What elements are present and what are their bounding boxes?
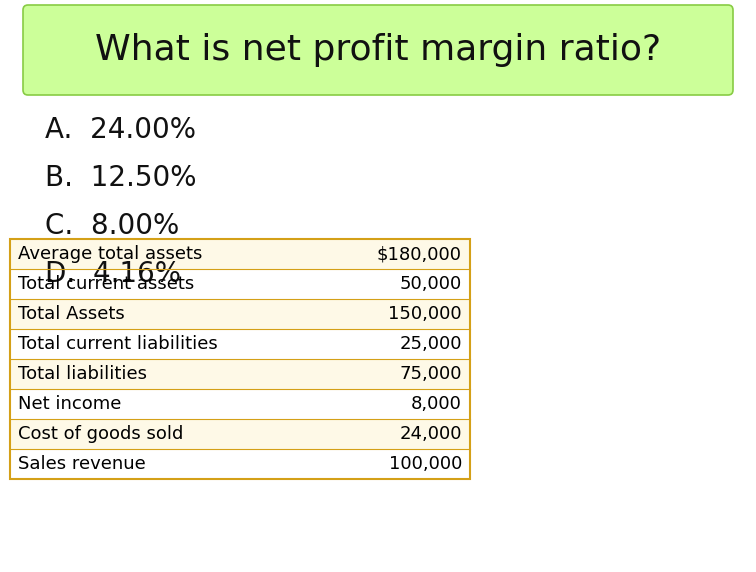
Text: D.  4.16%: D. 4.16% bbox=[45, 260, 181, 288]
Text: B.  12.50%: B. 12.50% bbox=[45, 164, 197, 192]
Text: 100,000: 100,000 bbox=[389, 455, 462, 473]
Text: C.  8.00%: C. 8.00% bbox=[45, 212, 179, 240]
Text: Total current assets: Total current assets bbox=[18, 275, 194, 293]
Text: $180,000: $180,000 bbox=[377, 245, 462, 263]
Text: What is net profit margin ratio?: What is net profit margin ratio? bbox=[95, 33, 661, 67]
Text: 150,000: 150,000 bbox=[389, 305, 462, 323]
Bar bbox=[10, 449, 470, 479]
Text: Total Assets: Total Assets bbox=[18, 305, 125, 323]
Bar bbox=[10, 329, 470, 359]
Text: 24,000: 24,000 bbox=[399, 425, 462, 443]
Text: Total liabilities: Total liabilities bbox=[18, 365, 147, 383]
Bar bbox=[10, 269, 470, 299]
Bar bbox=[10, 239, 470, 269]
FancyBboxPatch shape bbox=[23, 5, 733, 95]
Text: 50,000: 50,000 bbox=[400, 275, 462, 293]
Text: 75,000: 75,000 bbox=[399, 365, 462, 383]
Text: A.  24.00%: A. 24.00% bbox=[45, 116, 196, 144]
Text: 8,000: 8,000 bbox=[411, 395, 462, 413]
Bar bbox=[10, 239, 470, 479]
Bar bbox=[10, 359, 470, 389]
Text: Cost of goods sold: Cost of goods sold bbox=[18, 425, 184, 443]
Bar bbox=[10, 299, 470, 329]
Text: 25,000: 25,000 bbox=[399, 335, 462, 353]
Text: Total current liabilities: Total current liabilities bbox=[18, 335, 218, 353]
Text: Net income: Net income bbox=[18, 395, 122, 413]
Bar bbox=[10, 389, 470, 419]
Text: Sales revenue: Sales revenue bbox=[18, 455, 146, 473]
Text: Average total assets: Average total assets bbox=[18, 245, 203, 263]
Bar bbox=[10, 419, 470, 449]
